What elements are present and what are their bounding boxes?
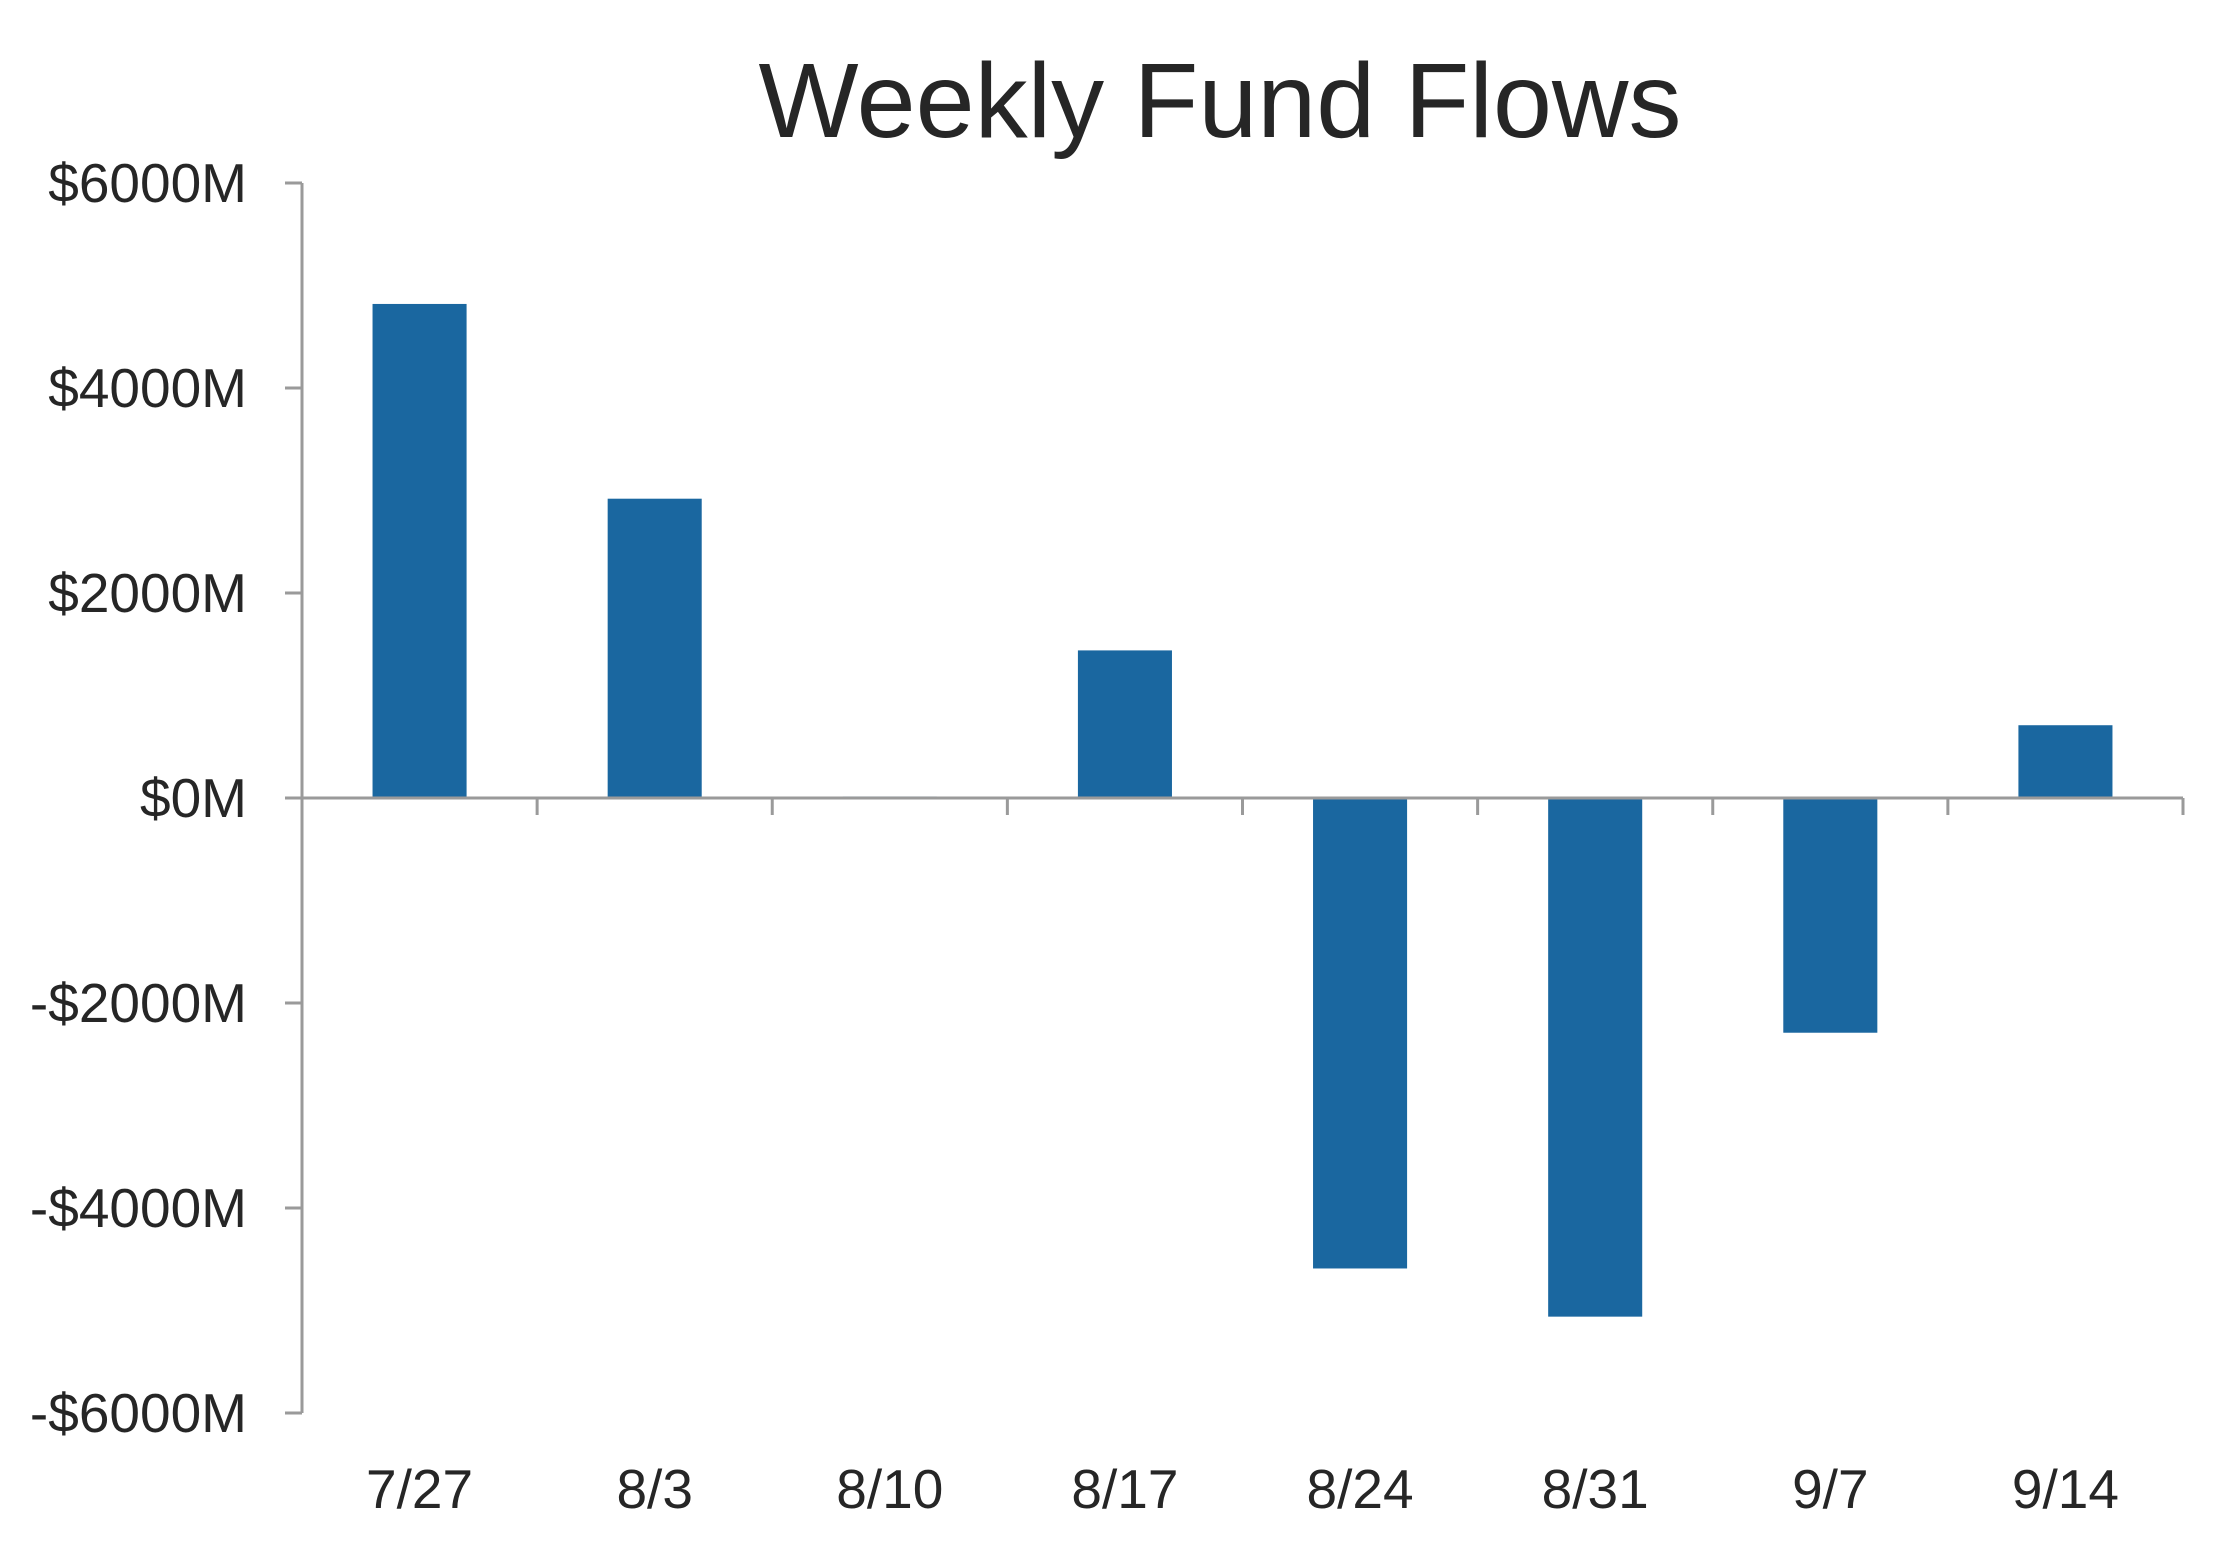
x-tick-label: 9/7 [1792,1458,1868,1520]
x-tick-label: 7/27 [366,1458,473,1520]
y-tick-label: -$2000M [30,972,247,1034]
y-axis-tick-labels: $6000M $4000M $2000M $0M -$2000M -$4000M -$600… [30,152,247,1444]
x-tick-label: 8/31 [1542,1458,1649,1520]
y-tick-label: -$6000M [30,1382,247,1444]
x-tick-label: 8/17 [1071,1458,1178,1520]
bar-series [372,303,2113,1317]
y-tick-label: $4000M [48,357,247,419]
bar-8-3 [607,498,702,798]
bar-9-7 [1783,798,1878,1033]
bar-7-27 [372,303,467,798]
x-axis-tick-labels: 7/27 8/3 8/10 8/17 8/24 8/31 9/7 9/14 [366,1458,2119,1520]
y-tick-label: $6000M [48,152,247,214]
bar-8-24 [1313,798,1408,1269]
x-tick-label: 8/3 [616,1458,692,1520]
x-tick-label: 8/10 [836,1458,943,1520]
x-tick-label: 8/24 [1307,1458,1414,1520]
bar-8-31 [1548,798,1643,1317]
bar-8-17 [1077,650,1172,798]
y-axis [285,181,304,1415]
bar-9-14 [2018,725,2113,798]
chart-title: Weekly Fund Flows [759,42,1682,160]
y-tick-label: $2000M [48,562,247,624]
y-tick-label: -$4000M [30,1177,247,1239]
x-tick-label: 9/14 [2012,1458,2119,1520]
x-axis [302,796,2185,815]
y-tick-label: $0M [140,767,247,829]
